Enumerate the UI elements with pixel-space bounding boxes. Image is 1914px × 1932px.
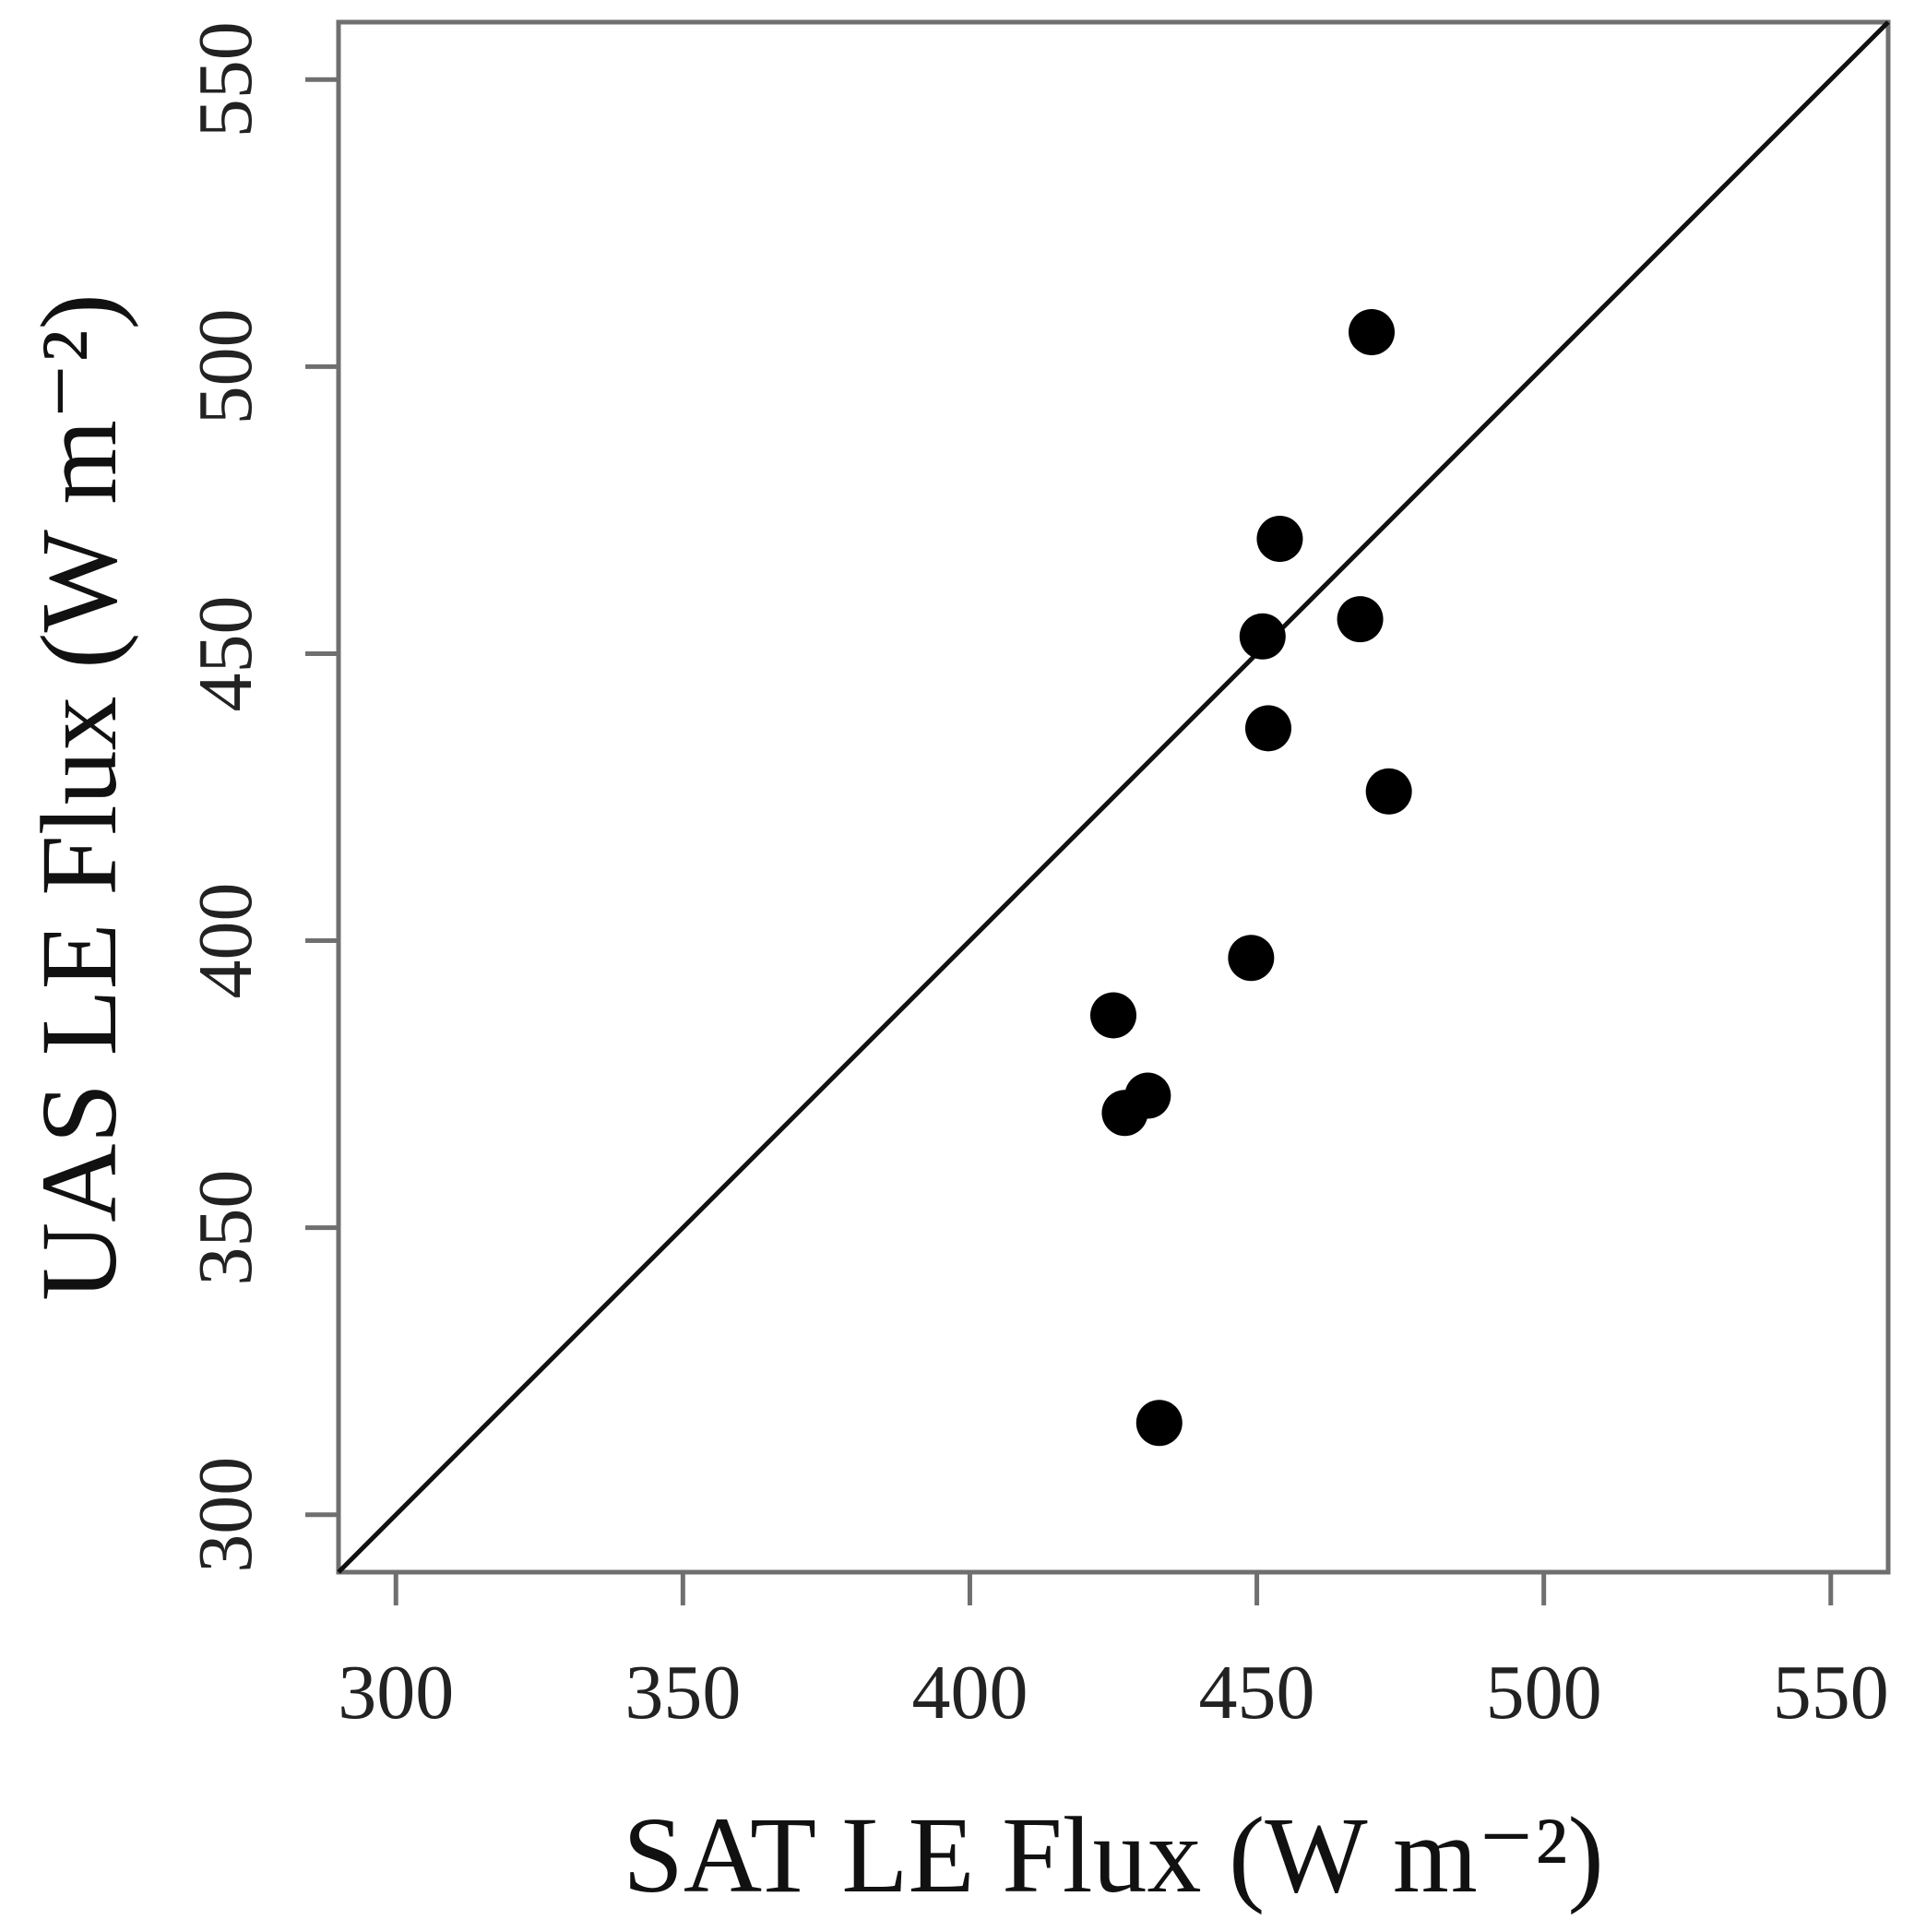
x-tick-label: 450	[1199, 1650, 1315, 1735]
data-point	[1256, 516, 1303, 562]
y-tick-label: 400	[183, 883, 268, 999]
data-point	[1349, 309, 1395, 355]
x-tick-label: 350	[624, 1650, 741, 1735]
data-point	[1239, 613, 1286, 660]
data-point	[1337, 596, 1384, 643]
x-tick-label: 400	[911, 1650, 1028, 1735]
data-point	[1124, 1072, 1171, 1119]
data-point	[1245, 705, 1291, 752]
one-to-one-line	[337, 20, 1890, 1574]
x-tick-label: 300	[338, 1650, 454, 1735]
x-tick-label: 500	[1486, 1650, 1602, 1735]
y-tick-label: 550	[183, 21, 268, 137]
data-point	[1228, 935, 1275, 982]
y-axis-title: UAS LE Flux (W m⁻²)	[18, 293, 139, 1301]
x-axis-title: SAT LE Flux (W m⁻²)	[623, 1795, 1604, 1915]
data-point	[1090, 992, 1136, 1039]
y-tick-label: 350	[183, 1170, 268, 1286]
y-tick-label: 450	[183, 595, 268, 711]
data-point	[1135, 1400, 1183, 1447]
plot-frame	[336, 19, 1891, 1575]
x-tick-label: 550	[1773, 1650, 1889, 1735]
y-tick-label: 500	[183, 308, 268, 424]
y-tick-label: 300	[183, 1457, 268, 1573]
data-point	[1365, 768, 1412, 815]
